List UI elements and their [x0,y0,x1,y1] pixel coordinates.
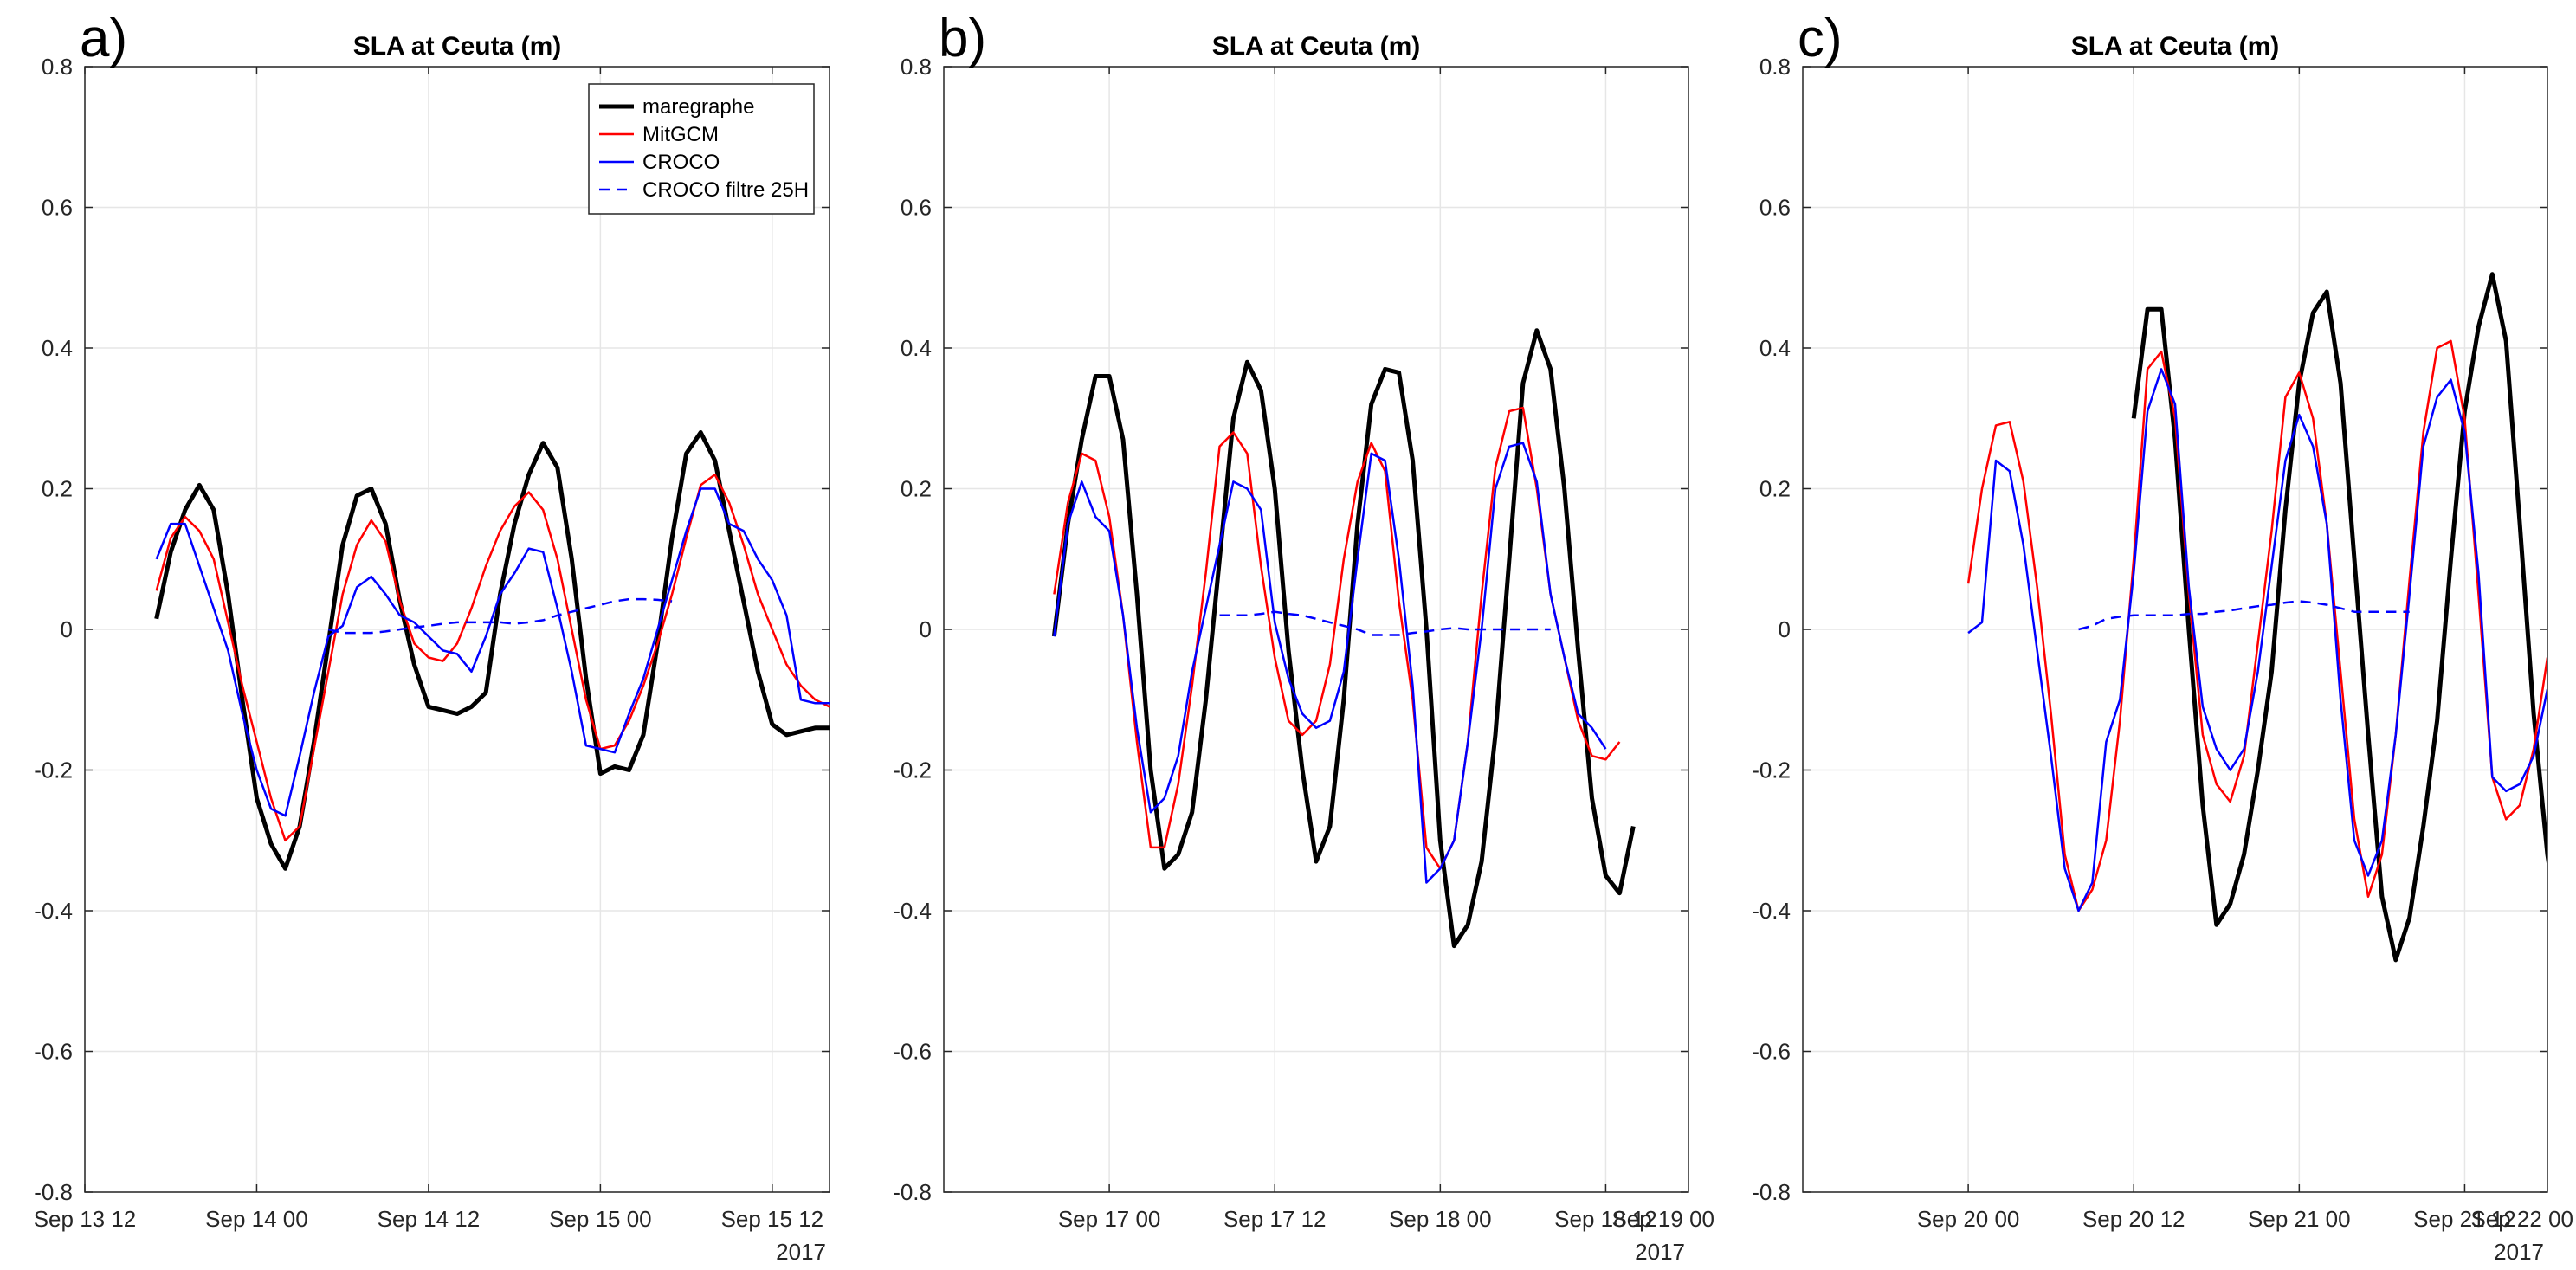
y-tick-label: -0.2 [34,757,73,783]
y-tick-label: 0.4 [1759,335,1791,361]
y-tick-label: 0.2 [42,476,73,502]
chart-title: SLA at Ceuta (m) [2071,32,2280,61]
series-croco-filtre-25h [1219,610,1551,636]
series-mitgcm [155,474,830,842]
y-tick-label: -0.2 [1752,757,1791,783]
y-tick-label: 0 [1779,616,1791,642]
chart-panel-3: -0.8 -0.6 -0.4 -0.2 0 0.2 0.4 0.6 0.8 Sep 20 00 Se… [1752,9,2573,1265]
y-tick-label: 0.8 [1759,54,1791,80]
x-tick-label: Sep 21 00 [2248,1206,2351,1232]
x-tick-label: Sep 13 12 [34,1206,137,1232]
series-croco-filtre-25h [327,597,673,635]
series-maregraphe [154,430,830,871]
y-tick-label: 0.4 [901,335,932,361]
chart-panel-1: -0.8 -0.6 -0.4 -0.2 0 0.2 0.4 0.6 0.8 Sep 13 12 Se… [34,9,830,1265]
x-tick-label: Sep 18 12 [1554,1206,1657,1232]
series-maregraphe [1051,328,1636,949]
chart-title: SLA at Ceuta (m) [353,32,562,61]
legend-label: CROCO filtre 25H [642,178,809,202]
y-tick-label: -0.6 [1752,1039,1791,1065]
chart-title: SLA at Ceuta (m) [1212,32,1421,61]
x-tick-label: Sep 14 12 [378,1206,481,1232]
legend-label: CROCO [642,151,720,174]
y-tick-label: 0 [61,616,73,642]
y-tick-label: -0.4 [34,898,73,924]
series-croco [1053,442,1607,884]
chart-panel-2: -0.8 -0.6 -0.4 -0.2 0 0.2 0.4 0.6 0.8 Sep 17 00 Se… [893,9,1714,1265]
y-tick-label: 0.8 [901,54,932,80]
x-tick-label: Sep 15 00 [549,1206,652,1232]
y-tick-label: 0.2 [1759,476,1791,502]
series-croco [1967,368,2547,912]
legend-label: maregraphe [642,95,754,119]
series-mitgcm [1966,339,2547,912]
y-tick-label: -0.2 [893,757,932,783]
series-croco-filtre-25h [2078,600,2410,631]
y-tick-label: 0.2 [901,476,932,502]
panel-label: c) [1798,9,1843,68]
x-tick-label: Sep 15 12 [721,1206,824,1232]
y-tick-label: 0.6 [42,195,73,221]
x-tick-label: Sep 18 00 [1389,1206,1492,1232]
x-year-label: 2017 [2494,1239,2544,1265]
y-tick-label: -0.4 [1752,898,1791,924]
y-tick-label: -0.8 [893,1179,932,1205]
panel-label: a) [80,9,127,68]
y-tick-label: 0.8 [42,54,73,80]
series-mitgcm [1053,406,1621,870]
x-tick-label: Sep 17 12 [1223,1206,1327,1232]
panel-label: b) [939,9,986,68]
x-tick-label: Sep 20 00 [1917,1206,2020,1232]
y-tick-label: 0.6 [901,195,932,221]
legend-label: MitGCM [642,123,719,146]
x-tick-label: Sep 19 00 [1611,1206,1714,1232]
x-year-label: 2017 [1635,1239,1685,1265]
x-tick-label: Sep 14 00 [205,1206,308,1232]
y-tick-label: -0.6 [893,1039,932,1065]
y-tick-label: -0.8 [1752,1179,1791,1205]
x-tick-label: Sep 22 00 [2470,1206,2573,1232]
y-tick-label: -0.6 [34,1039,73,1065]
y-tick-label: 0.6 [1759,195,1791,221]
x-year-label: 2017 [776,1239,826,1265]
x-tick-label: Sep 17 00 [1058,1206,1161,1232]
series-croco [155,487,830,817]
y-tick-label: 0 [920,616,932,642]
y-tick-label: 0.4 [42,335,73,361]
x-tick-label: Sep 20 12 [2082,1206,2185,1232]
x-tick-label: Sep 21 12 [2413,1206,2516,1232]
y-tick-label: -0.8 [34,1179,73,1205]
y-tick-label: -0.4 [893,898,932,924]
legend: maregraphe MitGCM CROCO CROCO filtre 25H [588,83,815,215]
